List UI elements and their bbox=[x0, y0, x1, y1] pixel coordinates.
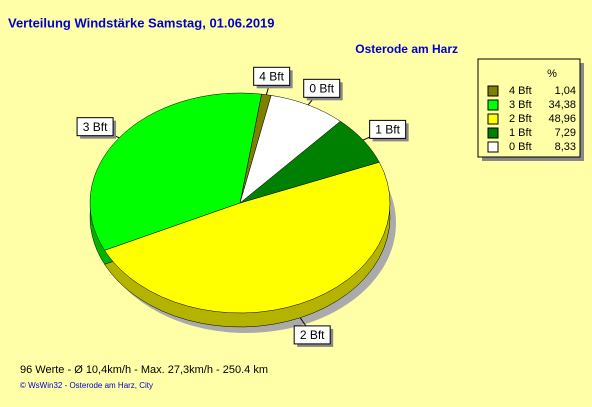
legend-label: 2 Bft bbox=[509, 113, 532, 125]
slice-label: 1 Bft bbox=[375, 123, 400, 137]
slice-label: 0 Bft bbox=[309, 81, 334, 95]
legend-swatch bbox=[487, 113, 499, 125]
copyright: © WsWin32 - Osterode am Harz, City bbox=[20, 381, 153, 390]
pie-slice bbox=[104, 161, 391, 314]
legend-value: 7,29 bbox=[555, 127, 576, 139]
legend-label: 4 Bft bbox=[509, 85, 532, 97]
slice-label: 3 Bft bbox=[83, 120, 108, 134]
label-box bbox=[76, 117, 114, 137]
legend-swatch bbox=[487, 99, 499, 111]
legend-value: 34,38 bbox=[548, 99, 576, 111]
legend-swatch bbox=[487, 127, 499, 139]
legend-swatch bbox=[487, 141, 499, 153]
legend-swatch bbox=[487, 85, 499, 97]
legend-value: 8,33 bbox=[555, 141, 576, 153]
label-box bbox=[293, 325, 331, 345]
label-box bbox=[303, 78, 341, 98]
chart-title: Verteilung Windstärke Samstag, 01.06.201… bbox=[8, 15, 275, 30]
legend-label: 0 Bft bbox=[509, 141, 532, 153]
legend-title: % bbox=[547, 68, 557, 80]
legend-value: 48,96 bbox=[548, 113, 576, 125]
label-box bbox=[369, 119, 407, 139]
pie-slice bbox=[89, 92, 262, 251]
label-box bbox=[253, 66, 291, 86]
legend-value: 1,04 bbox=[555, 85, 576, 97]
pie-slice bbox=[239, 95, 341, 204]
legend-label: 3 Bft bbox=[509, 99, 532, 111]
legend-label: 1 Bft bbox=[509, 127, 532, 139]
slice-label: 2 Bft bbox=[300, 328, 325, 342]
footer: 96 Werte - Ø 10,4km/h - Max. 27,3km/h - … bbox=[20, 364, 268, 376]
chart-subtitle: Osterode am Harz bbox=[355, 42, 458, 56]
slice-label: 4 Bft bbox=[259, 69, 284, 83]
